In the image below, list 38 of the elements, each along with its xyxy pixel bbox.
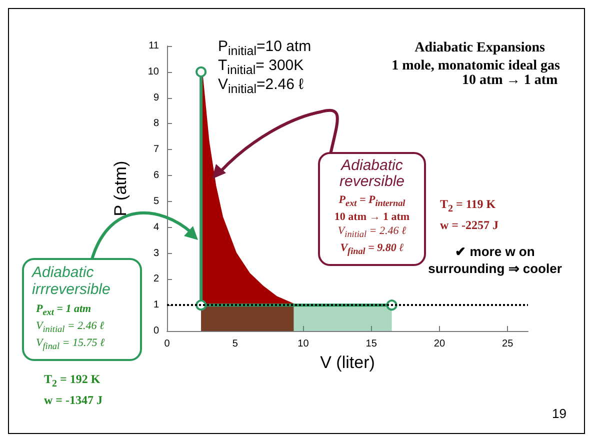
x-tick-label: 0 bbox=[164, 338, 170, 350]
annotation: T$_{2}$ = 119 K bbox=[440, 197, 496, 216]
y-tick-label: 2 bbox=[153, 274, 160, 285]
y-tick-label: 8 bbox=[153, 118, 160, 130]
y-tick-label: 6 bbox=[153, 170, 160, 182]
y-tick-label: 5 bbox=[153, 196, 160, 207]
y-tick-label: 11 bbox=[148, 40, 160, 52]
x-tick-label: 20 bbox=[434, 338, 446, 350]
y-tick-label: 9 bbox=[153, 92, 160, 104]
x-tick-label: 10 bbox=[298, 338, 310, 350]
y-tick-label: 7 bbox=[153, 144, 160, 156]
x-tick-label: 25 bbox=[502, 338, 514, 350]
text: 1 mole, monatomic ideal gas bbox=[392, 58, 561, 74]
y-tick-label: 3 bbox=[153, 248, 160, 259]
y-tick-label: 1 bbox=[153, 300, 160, 311]
annotation: Adiabatic reversible bbox=[338, 157, 406, 190]
text: T$_{2}$ = 192 K bbox=[44, 372, 100, 390]
x-axis-title: V (liter) bbox=[320, 352, 375, 372]
y-tick-label: 4 bbox=[153, 222, 160, 233]
annotation: V$_{final}$ = 9.80 ℓ bbox=[339, 241, 405, 258]
annotation: 10 atm → 1 atm bbox=[462, 73, 558, 90]
y-tick-label: 10 bbox=[148, 66, 160, 78]
y-tick-label: 0 bbox=[153, 326, 160, 336]
annotation: V$_{initial}$ = 2.46 ℓ bbox=[336, 224, 408, 242]
callout-box: Adiabatic irrreversible P$_{ext}$ = 1 atm V$_{initial}$ = 2.46 ℓ V$_{final}$ = 15.75 ℓ bbox=[22, 258, 142, 361]
annotation: 10 atm → 1 atm bbox=[333, 210, 411, 224]
y-axis-title: P (atm) bbox=[111, 160, 130, 216]
annotation: P$_{ext}$ = P$_{internal}$ bbox=[338, 192, 406, 210]
annotation: ✔ more w on surrounding ⇒ cooler bbox=[427, 244, 563, 278]
chart-title: Adiabatic Expansions bbox=[414, 40, 546, 56]
x-tick-label: 5 bbox=[232, 338, 238, 350]
x-tick-label: 15 bbox=[366, 338, 378, 350]
annotation: T$_{initial}$= 300K bbox=[218, 57, 304, 77]
annotation: P$_{initial}$=10 atm bbox=[218, 38, 312, 58]
annotation: V$_{initial}$=2.46 ℓ bbox=[218, 75, 304, 98]
text: w = -1347 J bbox=[44, 393, 102, 409]
annotation: w = -2257 J bbox=[440, 218, 498, 234]
text: 19 bbox=[552, 406, 566, 423]
